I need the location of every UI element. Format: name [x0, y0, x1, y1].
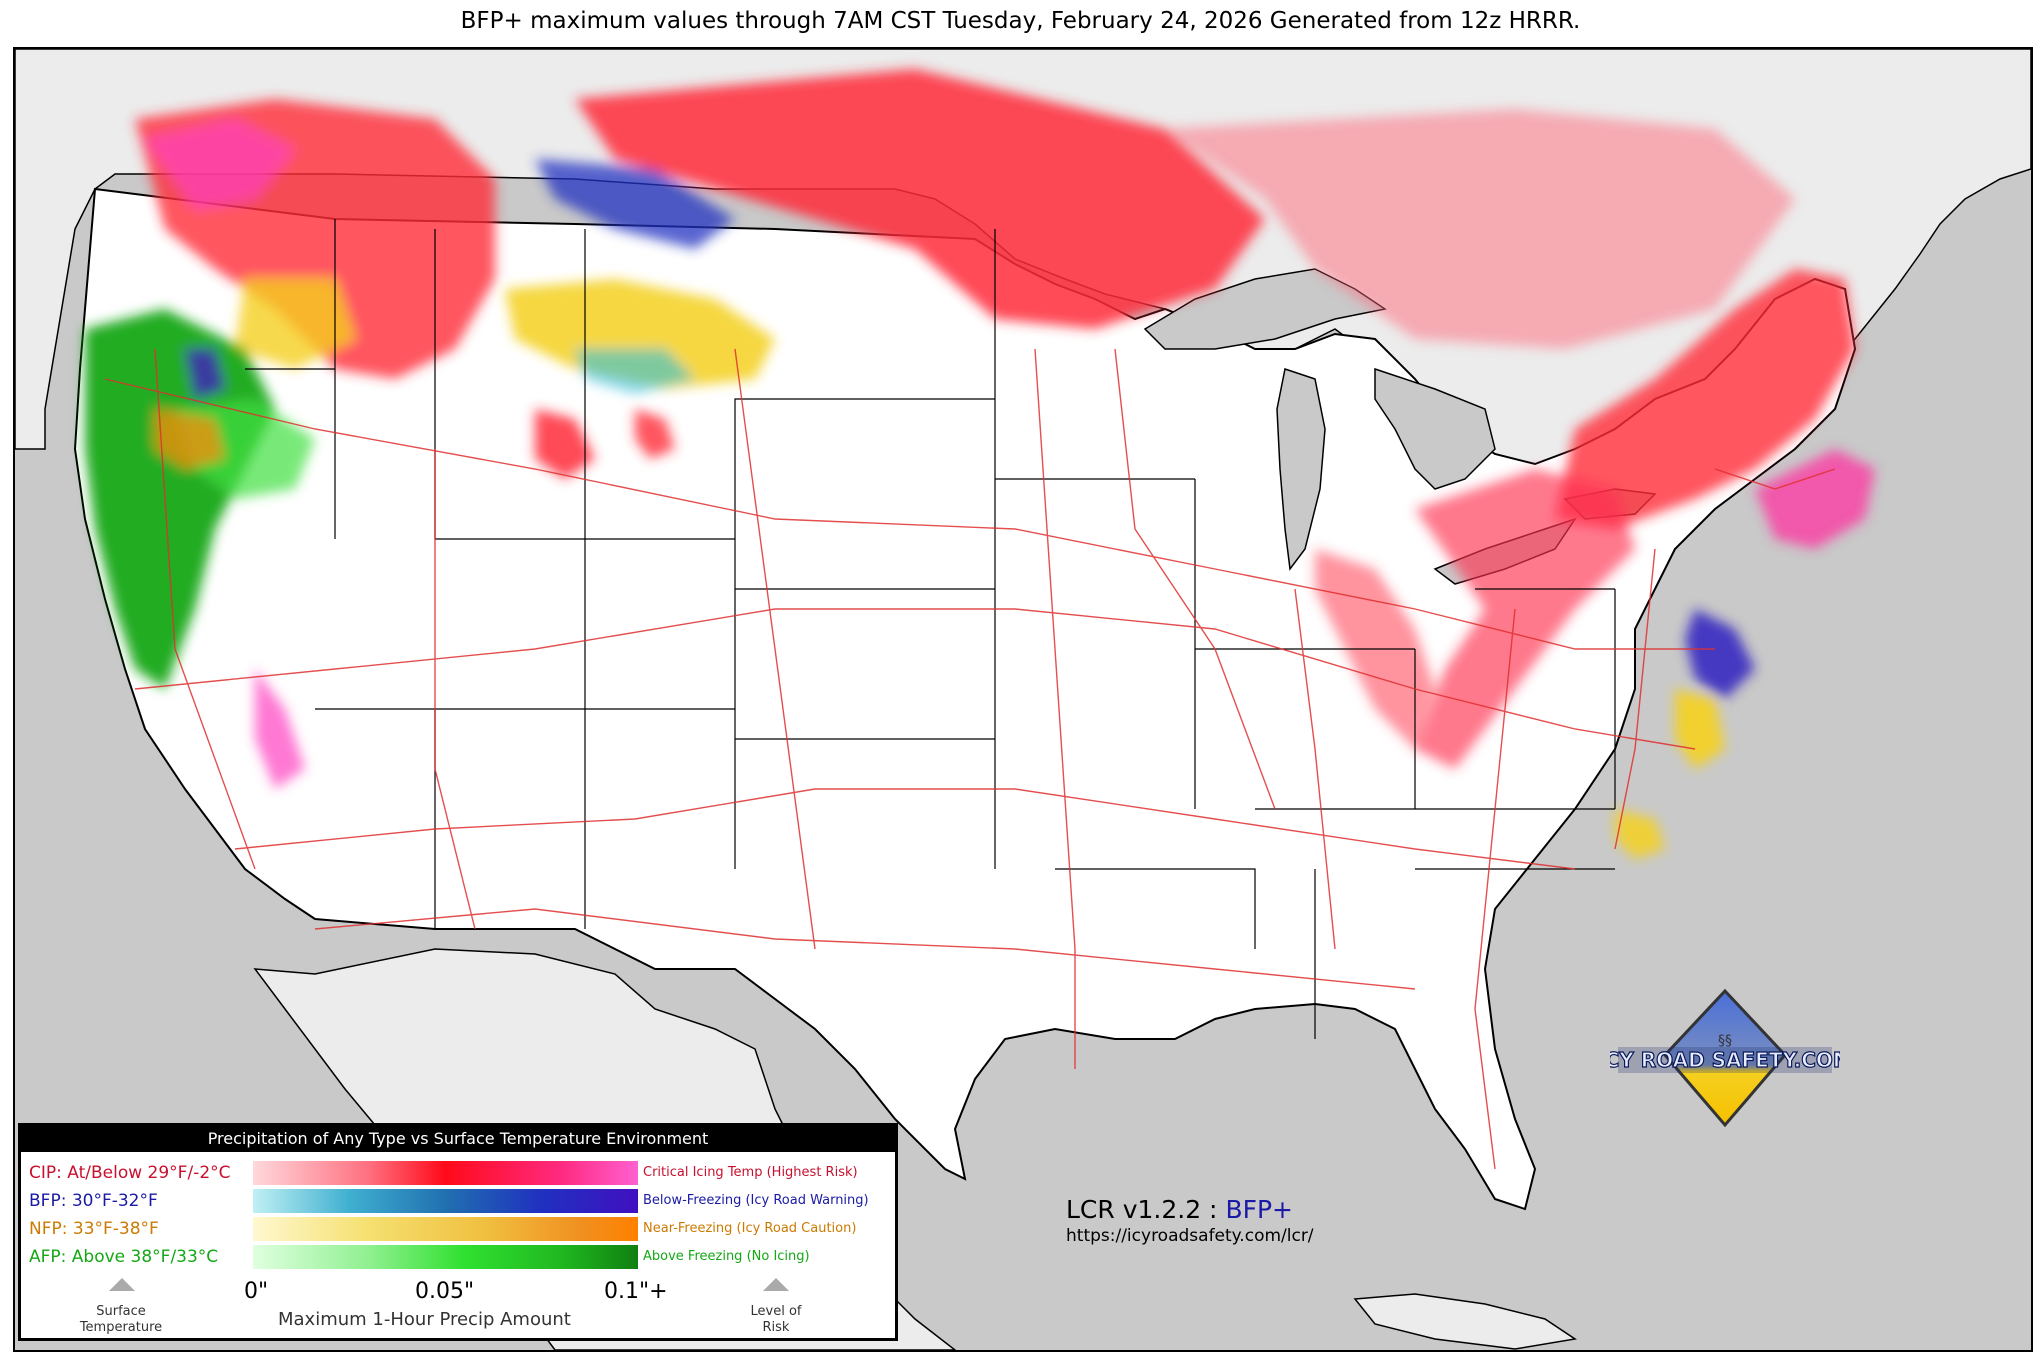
- risk-level-marker-icon: [763, 1278, 789, 1291]
- map-title: BFP+ maximum values through 7AM CST Tues…: [460, 8, 1581, 34]
- legend-bar-cip: [253, 1161, 638, 1185]
- surface-temp-marker-icon: [109, 1278, 135, 1291]
- legend-desc-cip: Critical Icing Temp (Highest Risk): [643, 1165, 858, 1180]
- legend-label-bfp: BFP: 30°F-32°F: [29, 1191, 158, 1211]
- tick-01: 0.1"+: [604, 1279, 668, 1304]
- product-text: BFP+: [1225, 1195, 1293, 1224]
- legend-label-afp: AFP: Above 38°F/33°C: [29, 1247, 219, 1267]
- legend-bar-afp: [253, 1245, 638, 1269]
- legend-axis-title: Maximum 1-Hour Precip Amount: [278, 1309, 571, 1330]
- risk-level-label: Level of Risk: [750, 1304, 802, 1335]
- legend-desc-afp: Above Freezing (No Icing): [643, 1249, 810, 1264]
- svg-text:§§: §§: [1718, 1033, 1732, 1049]
- legend-bar-nfp: [253, 1217, 638, 1241]
- interstates: [104, 348, 1836, 1170]
- legend-desc-nfp: Near-Freezing (Icy Road Caution): [643, 1221, 857, 1236]
- tick-0: 0": [244, 1279, 269, 1304]
- state-borders: [245, 219, 1616, 1039]
- legend-desc-bfp: Below-Freezing (Icy Road Warning): [643, 1193, 869, 1208]
- legend-header: Precipitation of Any Type vs Surface Tem…: [21, 1126, 895, 1152]
- legend-label-cip: CIP: At/Below 29°F/-2°C: [29, 1163, 231, 1183]
- legend-panel: Precipitation of Any Type vs Surface Tem…: [18, 1123, 898, 1341]
- cuba: [1353, 1293, 1577, 1350]
- version-text: LCR v1.2.2 :: [1066, 1195, 1218, 1224]
- lake-michigan: [1276, 368, 1326, 571]
- version-label: LCR v1.2.2 : BFP+: [1066, 1195, 1293, 1224]
- lake-huron: [1374, 367, 1496, 490]
- icyroadsafety-logo: §§ ICY ROAD SAFETY.COM: [1597, 985, 1853, 1135]
- source-url[interactable]: https://icyroadsafety.com/lcr/: [1066, 1226, 1314, 1246]
- tick-005: 0.05": [415, 1279, 475, 1304]
- legend-bar-bfp: [253, 1189, 638, 1213]
- precip-overlay: [85, 69, 1875, 859]
- legend-label-nfp: NFP: 33°F-38°F: [29, 1219, 159, 1239]
- surface-temp-label: Surface Temperature: [79, 1304, 163, 1335]
- logo-text: ICY ROAD SAFETY.COM: [1610, 1048, 1840, 1072]
